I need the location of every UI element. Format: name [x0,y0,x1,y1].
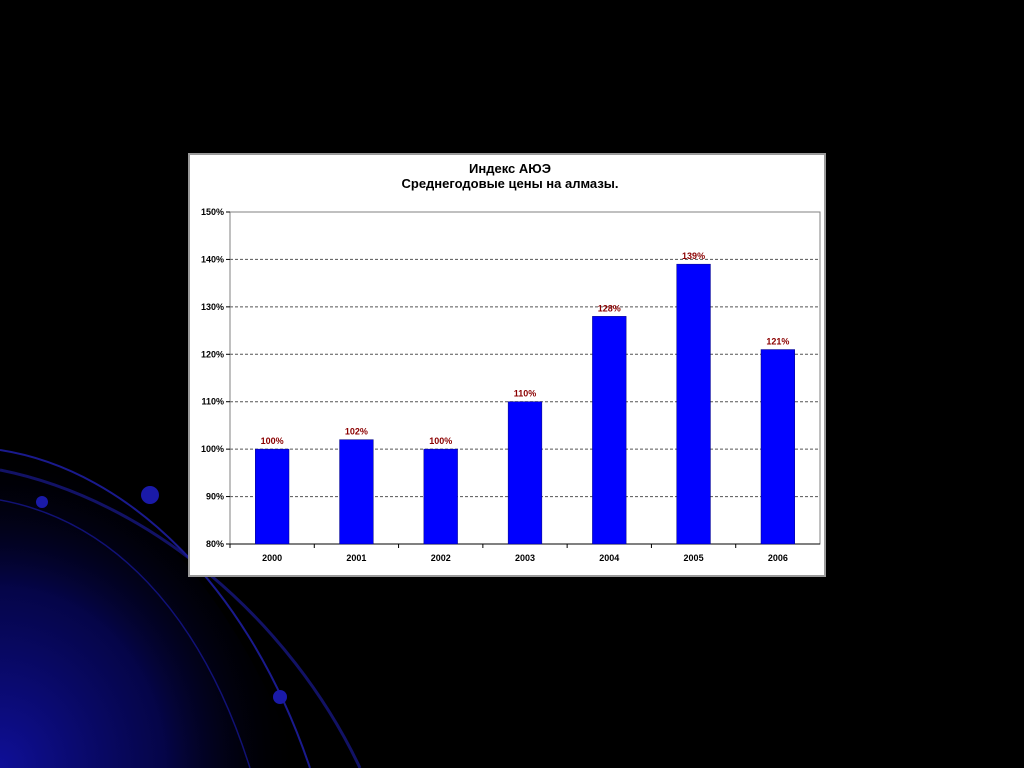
bars-layer [255,263,795,545]
decor-dot-3 [273,690,287,704]
data-label-2004: 128% [598,303,621,313]
data-labels-layer: 100% 102% 100% 110% 128% 139% 121% [261,251,790,446]
x-tick-label: 2003 [515,553,535,563]
y-tick-label: 140% [201,254,224,264]
bar-2005 [676,263,711,545]
y-tick-label: 100% [201,444,224,454]
decor-dot-1 [36,496,48,508]
decor-dot-2 [141,486,159,504]
y-tick-label: 150% [201,207,224,217]
decor-glow-shape [0,440,300,768]
x-tick-label: 2005 [684,553,704,563]
bar-2000 [255,448,290,545]
y-tick-label: 80% [206,539,224,549]
x-tick-label: 2001 [346,553,366,563]
bar-2004 [592,316,627,545]
chart-title: Индекс АЮЭ [469,161,551,176]
y-tick-label: 120% [201,349,224,359]
x-tick-label: 2006 [768,553,788,563]
data-label-2002: 100% [429,436,452,446]
x-tick-label: 2002 [431,553,451,563]
data-label-2005: 139% [682,251,705,261]
axis-layer: 80% 90% 100% 110% 120% 130% 140% 150% 2000 2001 20… [201,207,821,563]
bar-2006 [760,349,795,545]
y-tick-label: 110% [201,397,224,407]
bar-2001 [339,439,374,545]
y-tick-label: 90% [206,492,224,502]
data-label-2006: 121% [766,337,789,347]
data-label-2001: 102% [345,427,368,437]
x-tick-label: 2004 [599,553,619,563]
chart-subtitle: Среднегодовые цены на алмазы. [401,176,618,191]
chart-frame: Индекс АЮЭ Среднегодовые цены на алмазы.… [188,153,826,577]
bar-2002 [423,448,458,545]
bar-2003 [507,401,543,545]
decor-arc-3 [0,499,251,768]
data-label-2003: 110% [514,389,537,399]
data-label-2000: 100% [261,436,284,446]
chart: Индекс АЮЭ Среднегодовые цены на алмазы.… [201,161,821,563]
y-tick-label: 130% [201,302,224,312]
x-tick-label: 2000 [262,553,282,563]
